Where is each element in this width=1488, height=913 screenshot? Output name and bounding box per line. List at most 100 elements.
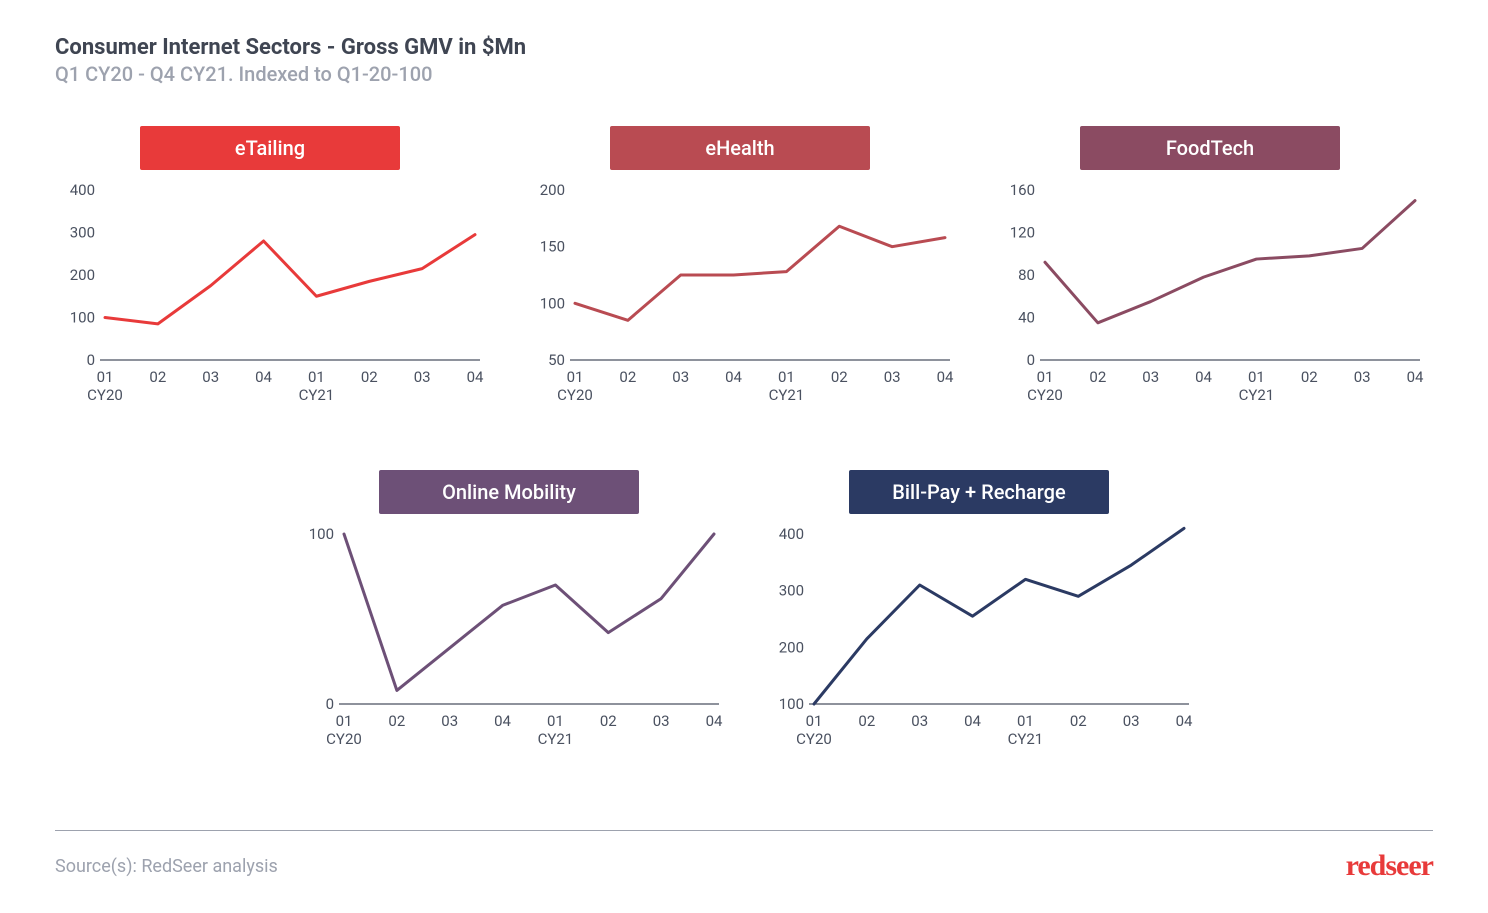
chart-grid: eTailing01002003004000102030401020304CY2… xyxy=(55,126,1433,754)
y-tick-label: 200 xyxy=(540,181,565,199)
page-title: Consumer Internet Sectors - Gross GMV in… xyxy=(55,35,1433,60)
chart-svg: 01002003004000102030401020304CY20CY21 xyxy=(55,180,485,410)
y-tick-label: 200 xyxy=(779,638,804,656)
series-line xyxy=(814,528,1184,704)
footer: Source(s): RedSeer analysis redseer xyxy=(55,830,1433,883)
x-tick-label: 04 xyxy=(1407,368,1424,386)
x-tick-label: 03 xyxy=(441,712,458,730)
x-tick-label: 01 xyxy=(1037,368,1054,386)
brand-logo: redseer xyxy=(1346,849,1433,883)
x-tick-label: 01 xyxy=(547,712,564,730)
chart-wrap: 040801201600102030401020304CY20CY21 xyxy=(995,180,1425,410)
x-tick-label: 04 xyxy=(937,368,954,386)
chart-row-bottom: Online Mobility01000102030401020304CY20C… xyxy=(55,470,1433,754)
y-tick-label: 100 xyxy=(540,294,565,312)
chart-svg: 040801201600102030401020304CY20CY21 xyxy=(995,180,1425,410)
x-tick-label: 04 xyxy=(706,712,723,730)
x-tick-label: 02 xyxy=(1089,368,1106,386)
chart-title-wrap: eHealth xyxy=(525,126,955,170)
y-tick-label: 100 xyxy=(309,525,334,543)
x-tick-label: 01 xyxy=(97,368,114,386)
x-tick-label: 04 xyxy=(1195,368,1212,386)
x-tick-label: 03 xyxy=(911,712,928,730)
chart-wrap: 01002003004000102030401020304CY20CY21 xyxy=(55,180,485,410)
x-tick-label: 04 xyxy=(1176,712,1193,730)
chart-title-wrap: FoodTech xyxy=(995,126,1425,170)
chart-wrap: 501001502000102030401020304CY20CY21 xyxy=(525,180,955,410)
y-tick-label: 300 xyxy=(779,582,804,600)
y-tick-label: 40 xyxy=(1018,309,1035,327)
series-line xyxy=(344,534,714,690)
y-tick-label: 0 xyxy=(326,695,334,713)
x-tick-label: 04 xyxy=(725,368,742,386)
y-tick-label: 400 xyxy=(70,181,95,199)
chart-title-wrap: Online Mobility xyxy=(294,470,724,514)
x-tick-sublabel: CY20 xyxy=(326,730,362,748)
chart-title-wrap: Bill-Pay + Recharge xyxy=(764,470,1194,514)
x-tick-sublabel: CY21 xyxy=(1008,730,1044,748)
y-tick-label: 100 xyxy=(779,695,804,713)
chart-title: Online Mobility xyxy=(379,470,639,514)
x-tick-label: 01 xyxy=(336,712,353,730)
series-line xyxy=(1045,201,1415,323)
x-tick-sublabel: CY21 xyxy=(299,386,335,404)
chart-title: FoodTech xyxy=(1080,126,1340,170)
chart-title: eTailing xyxy=(140,126,400,170)
chart-title: eHealth xyxy=(610,126,870,170)
y-tick-label: 400 xyxy=(779,525,804,543)
x-tick-label: 02 xyxy=(1301,368,1318,386)
source-text: Source(s): RedSeer analysis xyxy=(55,856,278,877)
x-tick-label: 01 xyxy=(806,712,823,730)
series-line xyxy=(575,226,945,320)
x-tick-label: 01 xyxy=(308,368,325,386)
x-tick-sublabel: CY20 xyxy=(557,386,593,404)
y-tick-label: 100 xyxy=(70,309,95,327)
x-tick-label: 02 xyxy=(361,368,378,386)
y-tick-label: 150 xyxy=(540,238,565,256)
x-tick-label: 03 xyxy=(414,368,431,386)
x-tick-sublabel: CY21 xyxy=(538,730,574,748)
x-tick-label: 02 xyxy=(600,712,617,730)
x-tick-label: 01 xyxy=(1248,368,1265,386)
y-tick-label: 0 xyxy=(87,351,95,369)
x-tick-label: 03 xyxy=(202,368,219,386)
panel-foodtech: FoodTech040801201600102030401020304CY20C… xyxy=(995,126,1425,410)
x-tick-sublabel: CY20 xyxy=(1027,386,1063,404)
x-tick-label: 03 xyxy=(653,712,670,730)
x-tick-label: 04 xyxy=(467,368,484,386)
x-tick-label: 04 xyxy=(964,712,981,730)
x-tick-sublabel: CY21 xyxy=(769,386,805,404)
chart-svg: 1002003004000102030401020304CY20CY21 xyxy=(764,524,1194,754)
x-tick-sublabel: CY20 xyxy=(87,386,123,404)
panel-mobility: Online Mobility 0 100 01 02 03 04 01 02 03 04 CY20 C… xyxy=(294,470,724,754)
y-tick-label: 300 xyxy=(70,224,95,242)
page-root: Consumer Internet Sectors - Gross GMV in… xyxy=(0,0,1488,834)
x-tick-label: 02 xyxy=(619,368,636,386)
panel-ehealth: eHealth501001502000102030401020304CY20CY… xyxy=(525,126,955,410)
x-tick-label: 02 xyxy=(858,712,875,730)
chart-row-top: eTailing01002003004000102030401020304CY2… xyxy=(55,126,1433,410)
x-tick-label: 02 xyxy=(1070,712,1087,730)
chart-svg: 0 100 01 02 03 04 01 02 03 04 CY20 CY21 xyxy=(294,524,724,754)
x-tick-label: 04 xyxy=(494,712,511,730)
x-tick-label: 01 xyxy=(778,368,795,386)
x-tick-label: 02 xyxy=(831,368,848,386)
x-tick-label: 03 xyxy=(1142,368,1159,386)
y-tick-label: 0 xyxy=(1027,351,1035,369)
panel-billpay: Bill-Pay + Recharge 100 200 300 400 01 02 03 04 0… xyxy=(764,470,1194,754)
x-tick-sublabel: CY21 xyxy=(1239,386,1275,404)
x-tick-label: 03 xyxy=(884,368,901,386)
series-line xyxy=(105,235,475,324)
y-tick-label: 160 xyxy=(1010,181,1035,199)
x-tick-label: 02 xyxy=(149,368,166,386)
y-tick-label: 80 xyxy=(1018,266,1035,284)
chart-wrap: 1002003004000102030401020304CY20CY21 xyxy=(764,524,1194,754)
x-tick-sublabel: CY20 xyxy=(796,730,832,748)
chart-title-wrap: eTailing xyxy=(55,126,485,170)
chart-svg: 501001502000102030401020304CY20CY21 xyxy=(525,180,955,410)
x-tick-label: 04 xyxy=(255,368,272,386)
x-tick-label: 01 xyxy=(567,368,584,386)
x-tick-label: 02 xyxy=(388,712,405,730)
y-tick-label: 50 xyxy=(548,351,565,369)
x-tick-label: 03 xyxy=(1354,368,1371,386)
